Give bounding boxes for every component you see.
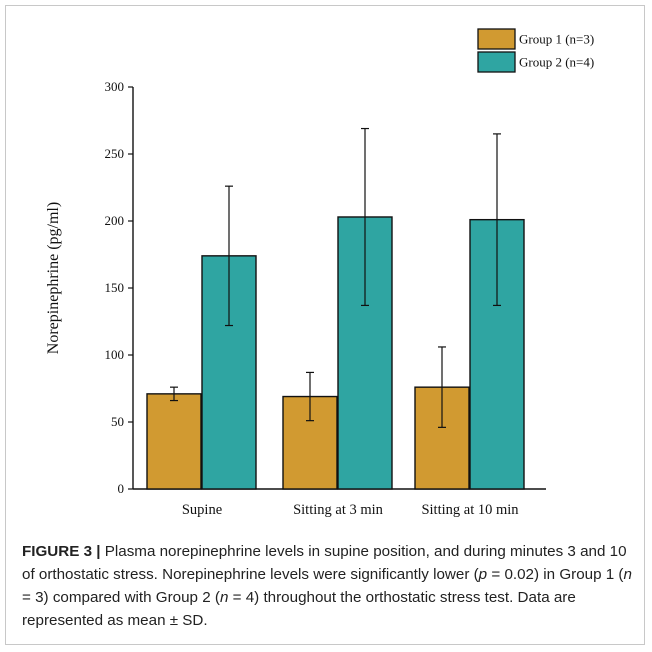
caption-p-symbol: p — [478, 566, 488, 583]
chart-legend: Group 1 (n=3) Group 2 (n=4) — [477, 28, 594, 73]
y-tick-label: 250 — [105, 146, 125, 161]
caption-text-2: = 0.02) in Group 1 ( — [491, 566, 624, 583]
caption-n1-symbol: n — [623, 566, 632, 583]
bar-1 — [146, 393, 202, 490]
figure-caption: FIGURE 3 | Plasma norepinephrine levels … — [22, 540, 638, 632]
legend-swatch-1 — [477, 28, 516, 50]
y-tick-label: 100 — [105, 347, 125, 362]
chart-bars: Supine Sitting at 3 min Sitting at 10 min — [146, 127, 525, 518]
caption-n2-symbol: n — [219, 589, 229, 606]
caption-text-3: = 3) compared with Group 2 ( — [22, 589, 220, 606]
caption-label: FIGURE 3 | — [22, 543, 101, 560]
y-axis-label: Norepinephrine (pg/ml) — [45, 202, 62, 354]
bar-chart: 0 50 100 150 200 250 300 Supine Sitting at 3 mi… — [45, 28, 594, 518]
legend-label-1: Group 1 (n=3) — [519, 32, 594, 47]
legend-swatch-2 — [477, 51, 516, 73]
x-tick-label: Supine — [182, 502, 222, 518]
y-tick-label: 200 — [105, 213, 125, 228]
y-tick-label: 300 — [105, 79, 125, 94]
caption-text-1: Plasma norepinephrine levels in supine p… — [22, 543, 627, 583]
y-tick-label: 0 — [118, 481, 125, 496]
x-tick-label: Sitting at 10 min — [421, 502, 519, 518]
x-tick-label: Sitting at 3 min — [293, 502, 384, 518]
y-tick-label: 150 — [105, 280, 125, 295]
legend-label-2: Group 2 (n=4) — [519, 55, 594, 70]
figure-frame — [5, 5, 645, 645]
y-tick-label: 50 — [111, 414, 124, 429]
caption-text-4: = 4) throughout the orthostatic stress t… — [22, 589, 576, 629]
